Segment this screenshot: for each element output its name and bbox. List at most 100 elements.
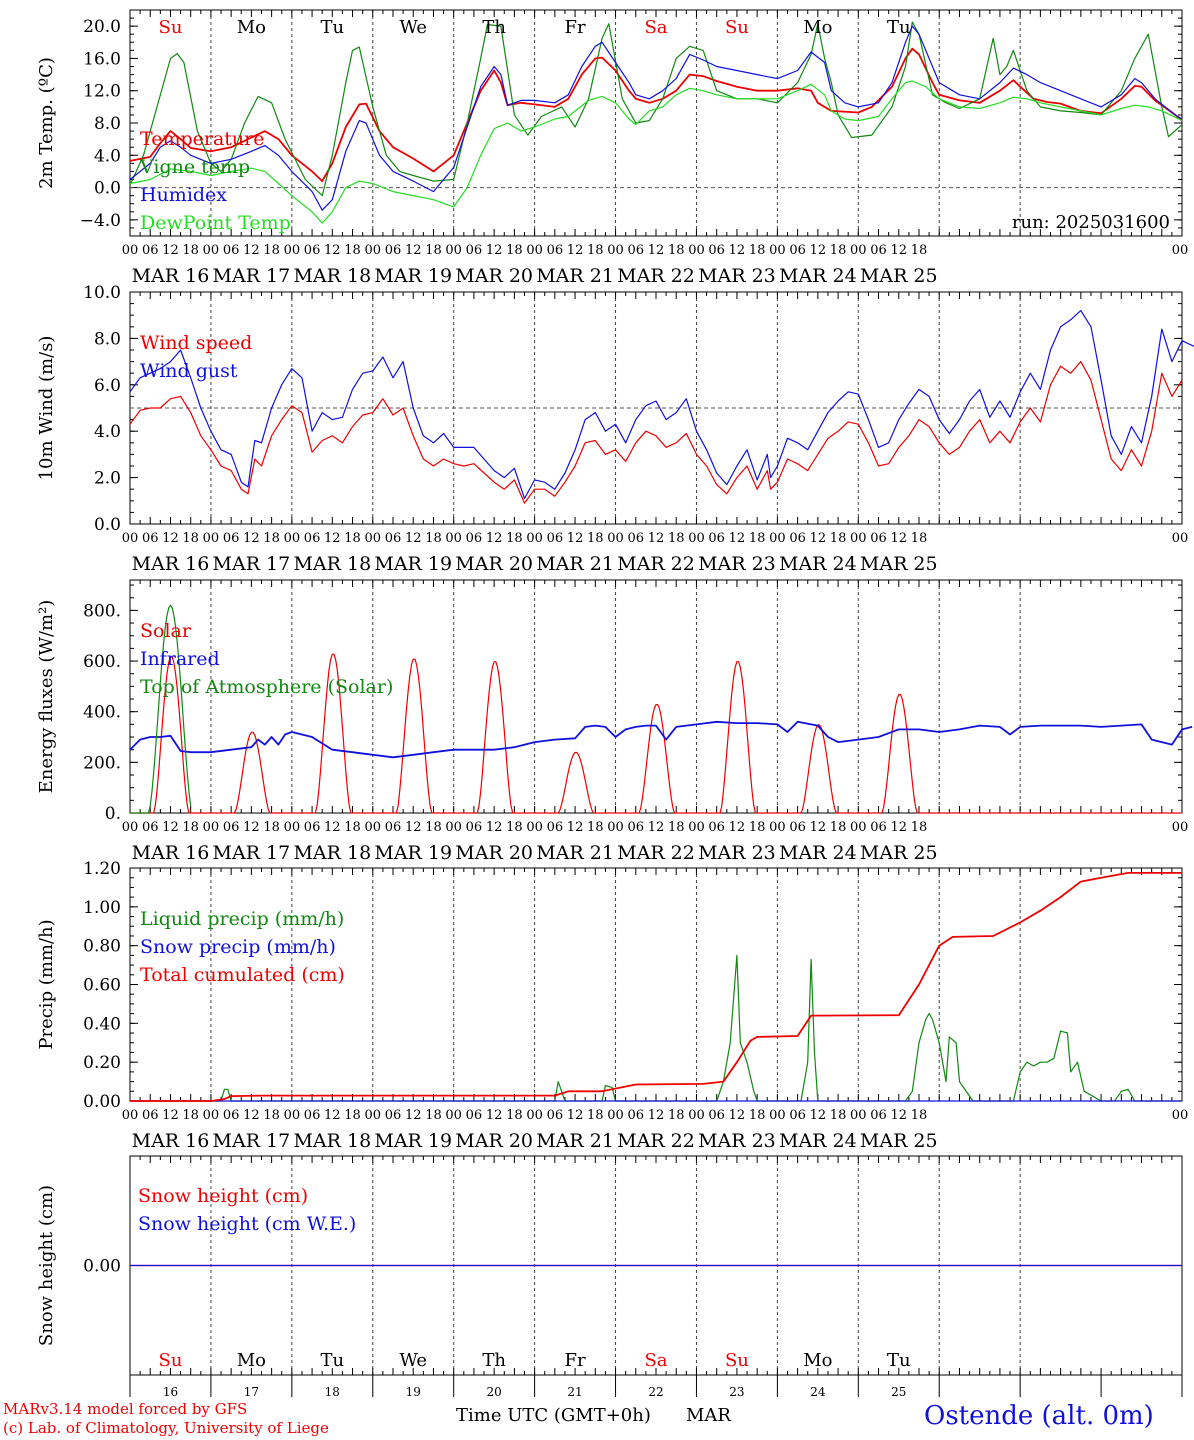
hour-label: 06 (627, 243, 644, 258)
hour-label: 06 (223, 531, 240, 546)
day-number: 24 (810, 1385, 826, 1399)
y-tick-label: 0.00 (83, 1092, 121, 1112)
location-title: Ostende (alt. 0m) (924, 1401, 1154, 1431)
date-label: MAR 22 (617, 265, 695, 287)
y-axis-label: 10m Wind (m/s) (36, 336, 57, 481)
date-label: MAR 18 (293, 265, 371, 287)
hour-label: 12 (486, 820, 503, 835)
hour-label: 18 (830, 243, 847, 258)
hour-label: 18 (668, 820, 685, 835)
date-label: MAR 25 (860, 265, 938, 287)
hour-label: 00 (850, 243, 867, 258)
hour-label: 06 (870, 243, 887, 258)
date-label: MAR 25 (860, 842, 938, 864)
hour-label: 12 (243, 531, 260, 546)
hour-label: 00 (688, 531, 705, 546)
day-number: 22 (648, 1385, 663, 1399)
hour-label: 06 (466, 1108, 483, 1123)
hour-label: 18 (344, 531, 361, 546)
y-tick-label: 600. (83, 652, 121, 672)
y-tick-label: 20.0 (83, 17, 121, 37)
y-tick-label: 8.0 (94, 329, 121, 349)
y-tick-label: 400. (83, 703, 121, 723)
hour-label: 06 (789, 820, 806, 835)
y-tick-label: 0.40 (83, 1014, 121, 1034)
date-label: MAR 22 (617, 553, 695, 575)
hour-label: 18 (668, 243, 685, 258)
y-tick-label: 4.0 (94, 422, 121, 442)
day-number: 20 (487, 1385, 502, 1399)
hour-label: 00 (688, 1108, 705, 1123)
panel-3 (129, 579, 1193, 814)
hour-label: 12 (729, 1108, 746, 1123)
date-label: MAR 20 (455, 1130, 533, 1152)
hour-label: 00 (203, 243, 220, 258)
hour-label: 06 (547, 1108, 564, 1123)
hour-label: 12 (405, 820, 422, 835)
hour-label: 12 (486, 243, 503, 258)
hour-label: 12 (162, 1108, 179, 1123)
hour-label: 18 (425, 820, 442, 835)
hour-label: 12 (162, 243, 179, 258)
date-label: MAR 23 (698, 265, 776, 287)
hour-label: 00 (850, 1108, 867, 1123)
hour-label: 06 (708, 820, 725, 835)
date-label: MAR 20 (455, 265, 533, 287)
y-tick-label: −4.0 (80, 211, 121, 231)
hour-label: 00 (769, 820, 786, 835)
hour-label: 18 (263, 531, 280, 546)
hour-label: 00 (203, 820, 220, 835)
date-label: MAR 17 (213, 265, 291, 287)
run-annotation: run: 2025031600 (1012, 212, 1170, 233)
hour-label: 06 (304, 531, 321, 546)
x-axis-month: MAR (686, 1405, 731, 1426)
series-line-4 (129, 80, 1183, 224)
day-number: 17 (244, 1385, 259, 1399)
date-label: MAR 21 (536, 265, 614, 287)
day-name: Tu (321, 17, 345, 38)
hour-label: 00 (526, 820, 543, 835)
hour-label: 12 (486, 531, 503, 546)
hour-label: 18 (587, 243, 604, 258)
hour-label: 18 (263, 1108, 280, 1123)
y-tick-label: 8.0 (94, 114, 121, 134)
hour-label: 18 (182, 820, 199, 835)
hour-label: 12 (243, 243, 260, 258)
y-tick-label: 6.0 (94, 376, 121, 396)
date-label: MAR 19 (374, 265, 452, 287)
y-tick-label: 0.0 (94, 515, 121, 535)
day-name: Su (158, 17, 182, 38)
y-axis-label: Snow height (cm) (36, 1185, 57, 1346)
date-label: MAR 16 (132, 1130, 210, 1152)
panel-1 (129, 9, 1183, 237)
day-name: Mo (237, 1350, 266, 1371)
plot-frame (129, 9, 1183, 237)
hour-label: 06 (870, 531, 887, 546)
hour-label: 06 (547, 820, 564, 835)
day-name: Tu (321, 1350, 345, 1371)
panel-5 (129, 1155, 1183, 1397)
hour-label: 06 (870, 820, 887, 835)
hour-label: 00 (364, 820, 381, 835)
y-tick-label: 10.0 (83, 283, 121, 303)
hour-label: 00 (1172, 1108, 1189, 1123)
hour-label: 00 (607, 820, 624, 835)
hour-label: 06 (142, 820, 159, 835)
hour-label: 06 (547, 531, 564, 546)
hour-label: 00 (1172, 820, 1189, 835)
y-tick-label: 4.0 (94, 146, 121, 166)
series-line-3 (130, 872, 1182, 1102)
date-label: MAR 24 (779, 1130, 857, 1152)
hour-label: 06 (223, 243, 240, 258)
hour-label: 06 (304, 243, 321, 258)
hour-label: 18 (911, 820, 928, 835)
hour-label: 06 (466, 820, 483, 835)
hour-label: 06 (870, 1108, 887, 1123)
hour-label: 18 (344, 1108, 361, 1123)
legend-entry: Snow height (cm) (138, 1185, 308, 1207)
day-name: Tu (887, 17, 911, 38)
hour-label: 00 (850, 820, 867, 835)
hour-label: 00 (203, 1108, 220, 1123)
hour-label: 18 (182, 1108, 199, 1123)
